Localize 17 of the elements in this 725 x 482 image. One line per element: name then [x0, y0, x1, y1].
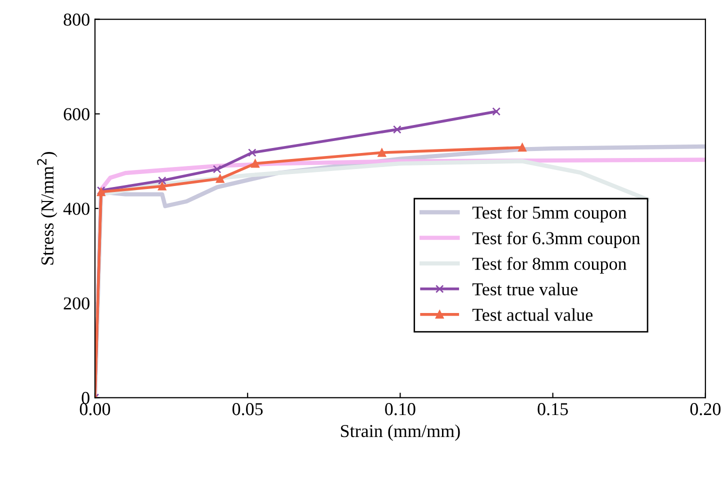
legend-label: Test for 6.3mm coupon — [472, 231, 640, 248]
x-tick-label: 0.20 — [690, 403, 721, 416]
legend-label: Test true value — [472, 282, 578, 296]
legend-label: Test for 8mm coupon — [472, 257, 627, 274]
y-tick-label: 800 — [64, 14, 90, 26]
x-tick-label: 0.10 — [385, 403, 416, 416]
legend-label: Test for 5mm coupon — [472, 206, 627, 222]
y-tick-label: 0 — [82, 392, 90, 404]
x-tick-label: 0.15 — [538, 403, 568, 416]
y-axis-title: Stress (N/mm$^{2}$) — [37, 152, 58, 265]
x-tick-label: 0.00 — [80, 403, 110, 416]
y-tick-label: 600 — [64, 108, 90, 120]
legend-label: Test actual value — [472, 308, 593, 321]
y-tick-label: 200 — [64, 297, 90, 310]
y-tick-label: 400 — [63, 202, 90, 215]
x-axis-title: Strain (mm/mm) — [340, 424, 460, 441]
x-tick-label: 0.05 — [232, 403, 263, 416]
